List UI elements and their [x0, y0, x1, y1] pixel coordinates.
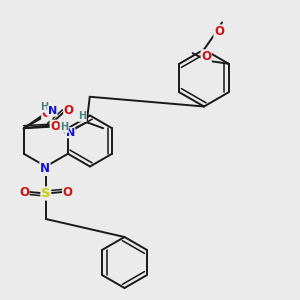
Text: O: O [50, 120, 60, 133]
Text: O: O [64, 104, 74, 117]
Text: S: S [41, 187, 51, 200]
Text: N: N [40, 162, 50, 176]
Text: O: O [201, 50, 211, 63]
Text: H: H [78, 111, 86, 121]
Text: H: H [40, 102, 48, 112]
Text: O: O [19, 185, 29, 199]
Text: N: N [66, 128, 75, 138]
Text: O: O [214, 25, 224, 38]
Text: O: O [42, 106, 52, 120]
Text: O: O [63, 185, 73, 199]
Text: N: N [48, 106, 57, 116]
Text: H: H [60, 122, 68, 132]
